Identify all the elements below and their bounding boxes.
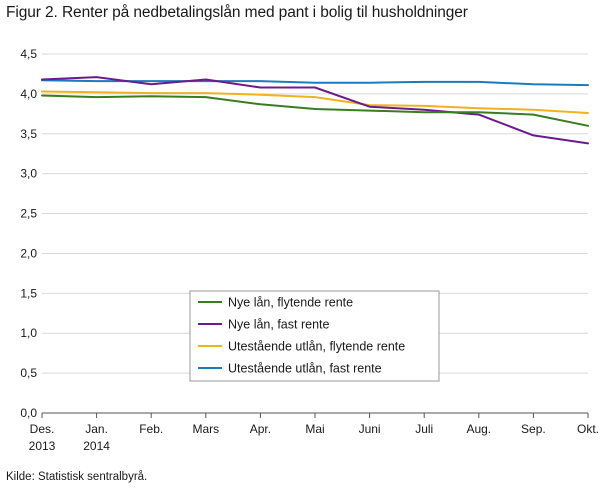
series-line xyxy=(41,90,589,114)
source-note: Kilde: Statistisk sentralbyrå. xyxy=(6,471,148,483)
y-tick-label: 1,0 xyxy=(20,326,37,340)
x-tick-label: Mai xyxy=(305,422,324,436)
legend-box xyxy=(189,290,440,382)
x-tick-label: Apr. xyxy=(250,422,271,436)
legend-label: Utestående utlån, fast rente xyxy=(228,362,382,376)
axes xyxy=(41,412,589,418)
x-tick-label: Jan. xyxy=(85,422,108,436)
series-line xyxy=(41,94,589,127)
y-tick-label: 3,5 xyxy=(20,127,37,141)
y-tick-labels: 0,0 0,5 1,0 1,5 2,0 2,5 3,0 3,5 4,0 4,5 xyxy=(20,47,37,420)
x-tick-label: Mars xyxy=(192,422,219,436)
legend-label: Utestående utlån, flytende rente xyxy=(228,340,405,354)
x-tick-label: Okt. xyxy=(577,422,599,436)
x-tick-label: 2013 xyxy=(29,439,56,453)
legend-label: Nye lån, flytende rente xyxy=(228,296,353,310)
y-tick-label: 2,5 xyxy=(20,207,37,221)
series-lines xyxy=(41,76,589,145)
y-tick-label: 0,5 xyxy=(20,366,37,380)
x-tick-label: Juni xyxy=(359,422,381,436)
x-tick-label: Sep. xyxy=(521,422,546,436)
chart-title: Figur 2. Renter på nedbetalingslån med p… xyxy=(6,4,468,21)
y-tick-label: 0,0 xyxy=(20,406,37,420)
x-tick-labels: Des. 2013 Jan. 2014 Feb. Mars Apr. Mai Juni Juli A… xyxy=(29,422,599,453)
y-tick-label: 3,0 xyxy=(20,167,37,181)
y-tick-label: 4,0 xyxy=(20,87,37,101)
y-tick-label: 2,0 xyxy=(20,246,37,260)
series-line xyxy=(41,76,589,145)
y-tick-label: 1,5 xyxy=(20,286,37,300)
x-tick-label: Juli xyxy=(415,422,433,436)
x-tick-label: Aug. xyxy=(466,422,491,436)
legend-label: Nye lån, fast rente xyxy=(228,318,329,332)
x-tick-label: 2014 xyxy=(83,439,110,453)
x-tick-label: Des. xyxy=(30,422,55,436)
y-tick-label: 4,5 xyxy=(20,47,37,61)
x-tick-label: Feb. xyxy=(139,422,163,436)
legend: Nye lån, flytende rente Nye lån, fast ren… xyxy=(189,290,440,382)
